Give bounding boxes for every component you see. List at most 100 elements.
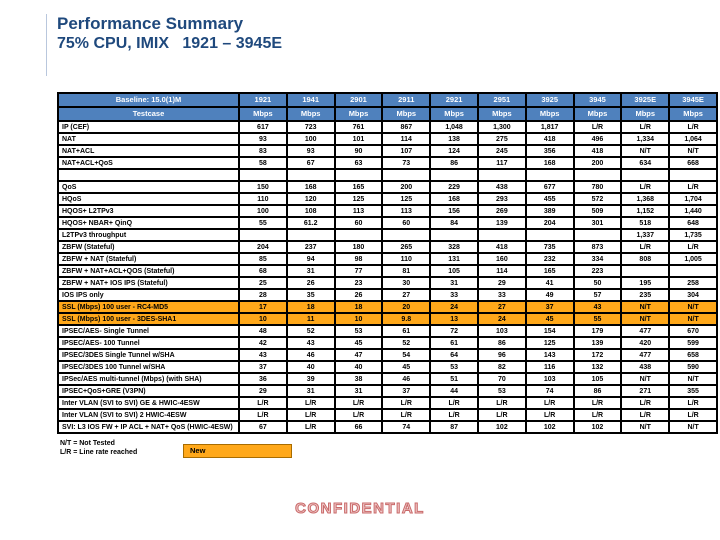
row-label: QoS xyxy=(57,180,240,194)
unit-header: Mbps xyxy=(620,106,671,122)
value-cell: N/T xyxy=(668,420,718,434)
value-cell: 33 xyxy=(429,288,479,302)
value-cell: N/T xyxy=(620,372,671,386)
value-cell: 617 xyxy=(238,120,288,134)
value-cell: 40 xyxy=(333,360,384,374)
value-cell: 1,735 xyxy=(668,228,718,242)
value-cell: L/R xyxy=(381,396,432,410)
row-label: Inter VLAN (SVI to SVI) GE & HWIC-4ESW xyxy=(57,396,240,410)
value-cell: 9.8 xyxy=(381,312,432,326)
value-cell: 46 xyxy=(285,348,336,362)
column-header-1941: 1941 xyxy=(285,92,336,108)
value-cell: L/R xyxy=(620,180,671,194)
footnote-line-rate: L/R = Line rate reached xyxy=(60,449,138,456)
row-label: IPSEC/AES- Single Tunnel xyxy=(57,324,240,338)
value-cell: 96 xyxy=(476,348,527,362)
value-cell: 58 xyxy=(238,156,288,170)
value-cell: L/R xyxy=(668,396,718,410)
value-cell: 143 xyxy=(524,348,575,362)
value-cell: 599 xyxy=(668,336,718,350)
value-cell: 35 xyxy=(285,288,336,302)
unit-header: Mbps xyxy=(572,106,623,122)
value-cell: 87 xyxy=(429,420,479,434)
value-cell: 138 xyxy=(429,132,479,146)
value-cell: 49 xyxy=(524,288,575,302)
performance-table: Baseline: 15.0(1)M 1921 1941 2901 2911 2921 29… xyxy=(57,92,718,434)
value-cell: 105 xyxy=(429,264,479,278)
table-body: IP (CEF) 617 723 761 867 1,048 1,300 1,817 L/R L/… xyxy=(57,120,718,434)
row-label: ZBFW + NAT+ IOS IPS (Stateful) xyxy=(57,276,240,290)
value-cell: 48 xyxy=(238,324,288,338)
unit-header: Mbps xyxy=(333,106,384,122)
value-cell: 50 xyxy=(572,276,623,290)
value-cell: 1,005 xyxy=(668,252,718,266)
value-cell: N/T xyxy=(668,300,718,314)
value-cell: 45 xyxy=(381,360,432,374)
table-row: IPSEC/3DES 100 Tunnel w/SHA 37 40 40 45 53 82 1… xyxy=(57,360,718,374)
table-row: NAT 93 100 101 114 138 275 418 496 1,334 1,064 xyxy=(57,132,718,146)
value-cell: 85 xyxy=(238,252,288,266)
table-row: Inter VLAN (SVI to SVI) GE & HWIC-4ESW L/… xyxy=(57,396,718,410)
value-cell: L/R xyxy=(238,396,288,410)
table-row: SSL (Mbps) 100 user - RC4-MD5 17 18 18 20 24 2… xyxy=(57,300,718,314)
value-cell: 293 xyxy=(476,192,527,206)
value-cell: 258 xyxy=(668,276,718,290)
value-cell: 271 xyxy=(620,384,671,398)
value-cell: 418 xyxy=(572,144,623,158)
value-cell: 113 xyxy=(333,204,384,218)
unit-header: Mbps xyxy=(238,106,288,122)
value-cell: 27 xyxy=(476,300,527,314)
value-cell xyxy=(429,168,479,182)
row-label: HQOS+ NBAR+ QinQ xyxy=(57,216,240,230)
table-row: ZBFW (Stateful) 204 237 180 265 328 418 735 873 L… xyxy=(57,240,718,254)
value-cell xyxy=(429,228,479,242)
value-cell: 31 xyxy=(285,384,336,398)
value-cell: N/T xyxy=(620,144,671,158)
footnote-not-tested: N/T = Not Tested xyxy=(60,440,115,447)
table-row: SSL (Mbps) 100 user - 3DES-SHA1 10 11 10 9.8… xyxy=(57,312,718,326)
value-cell: L/R xyxy=(572,396,623,410)
value-cell: N/T xyxy=(620,420,671,434)
value-cell: 455 xyxy=(524,192,575,206)
row-label: IPSec/AES multi-tunnel (Mbps) (with SHA) xyxy=(57,372,240,386)
value-cell: 74 xyxy=(524,384,575,398)
value-cell: 808 xyxy=(620,252,671,266)
value-cell: 63 xyxy=(333,156,384,170)
table-row: Inter VLAN (SVI to SVI) 2 HWIC-4ESW L/R L/… xyxy=(57,408,718,422)
value-cell xyxy=(285,168,336,182)
value-cell: 27 xyxy=(381,288,432,302)
value-cell: 53 xyxy=(429,360,479,374)
column-header-2951: 2951 xyxy=(476,92,527,108)
value-cell: 90 xyxy=(333,144,384,158)
value-cell xyxy=(572,228,623,242)
value-cell: 10 xyxy=(238,312,288,326)
value-cell xyxy=(285,228,336,242)
value-cell: 110 xyxy=(238,192,288,206)
value-cell: 165 xyxy=(524,264,575,278)
value-cell: 139 xyxy=(572,336,623,350)
table-row xyxy=(57,168,718,182)
value-cell: 223 xyxy=(572,264,623,278)
value-cell: N/T xyxy=(668,144,718,158)
value-cell: 634 xyxy=(620,156,671,170)
value-cell: L/R xyxy=(668,408,718,422)
value-cell: 39 xyxy=(285,372,336,386)
value-cell: 477 xyxy=(620,348,671,362)
value-cell: 1,440 xyxy=(668,204,718,218)
value-cell: L/R xyxy=(381,408,432,422)
table-row: IPSEC/AES- Single Tunnel 48 52 53 61 72 103 154… xyxy=(57,324,718,338)
table-head: Baseline: 15.0(1)M 1921 1941 2901 2911 2921 29… xyxy=(57,92,718,122)
value-cell: N/T xyxy=(668,312,718,326)
value-cell: 67 xyxy=(285,156,336,170)
value-cell: 301 xyxy=(572,216,623,230)
value-cell: 668 xyxy=(668,156,718,170)
value-cell: L/R xyxy=(333,396,384,410)
value-cell: 356 xyxy=(524,144,575,158)
value-cell xyxy=(620,264,671,278)
value-cell: 105 xyxy=(572,372,623,386)
value-cell: 132 xyxy=(572,360,623,374)
value-cell: 245 xyxy=(476,144,527,158)
value-cell: 30 xyxy=(381,276,432,290)
value-cell: 204 xyxy=(238,240,288,254)
value-cell: 670 xyxy=(668,324,718,338)
